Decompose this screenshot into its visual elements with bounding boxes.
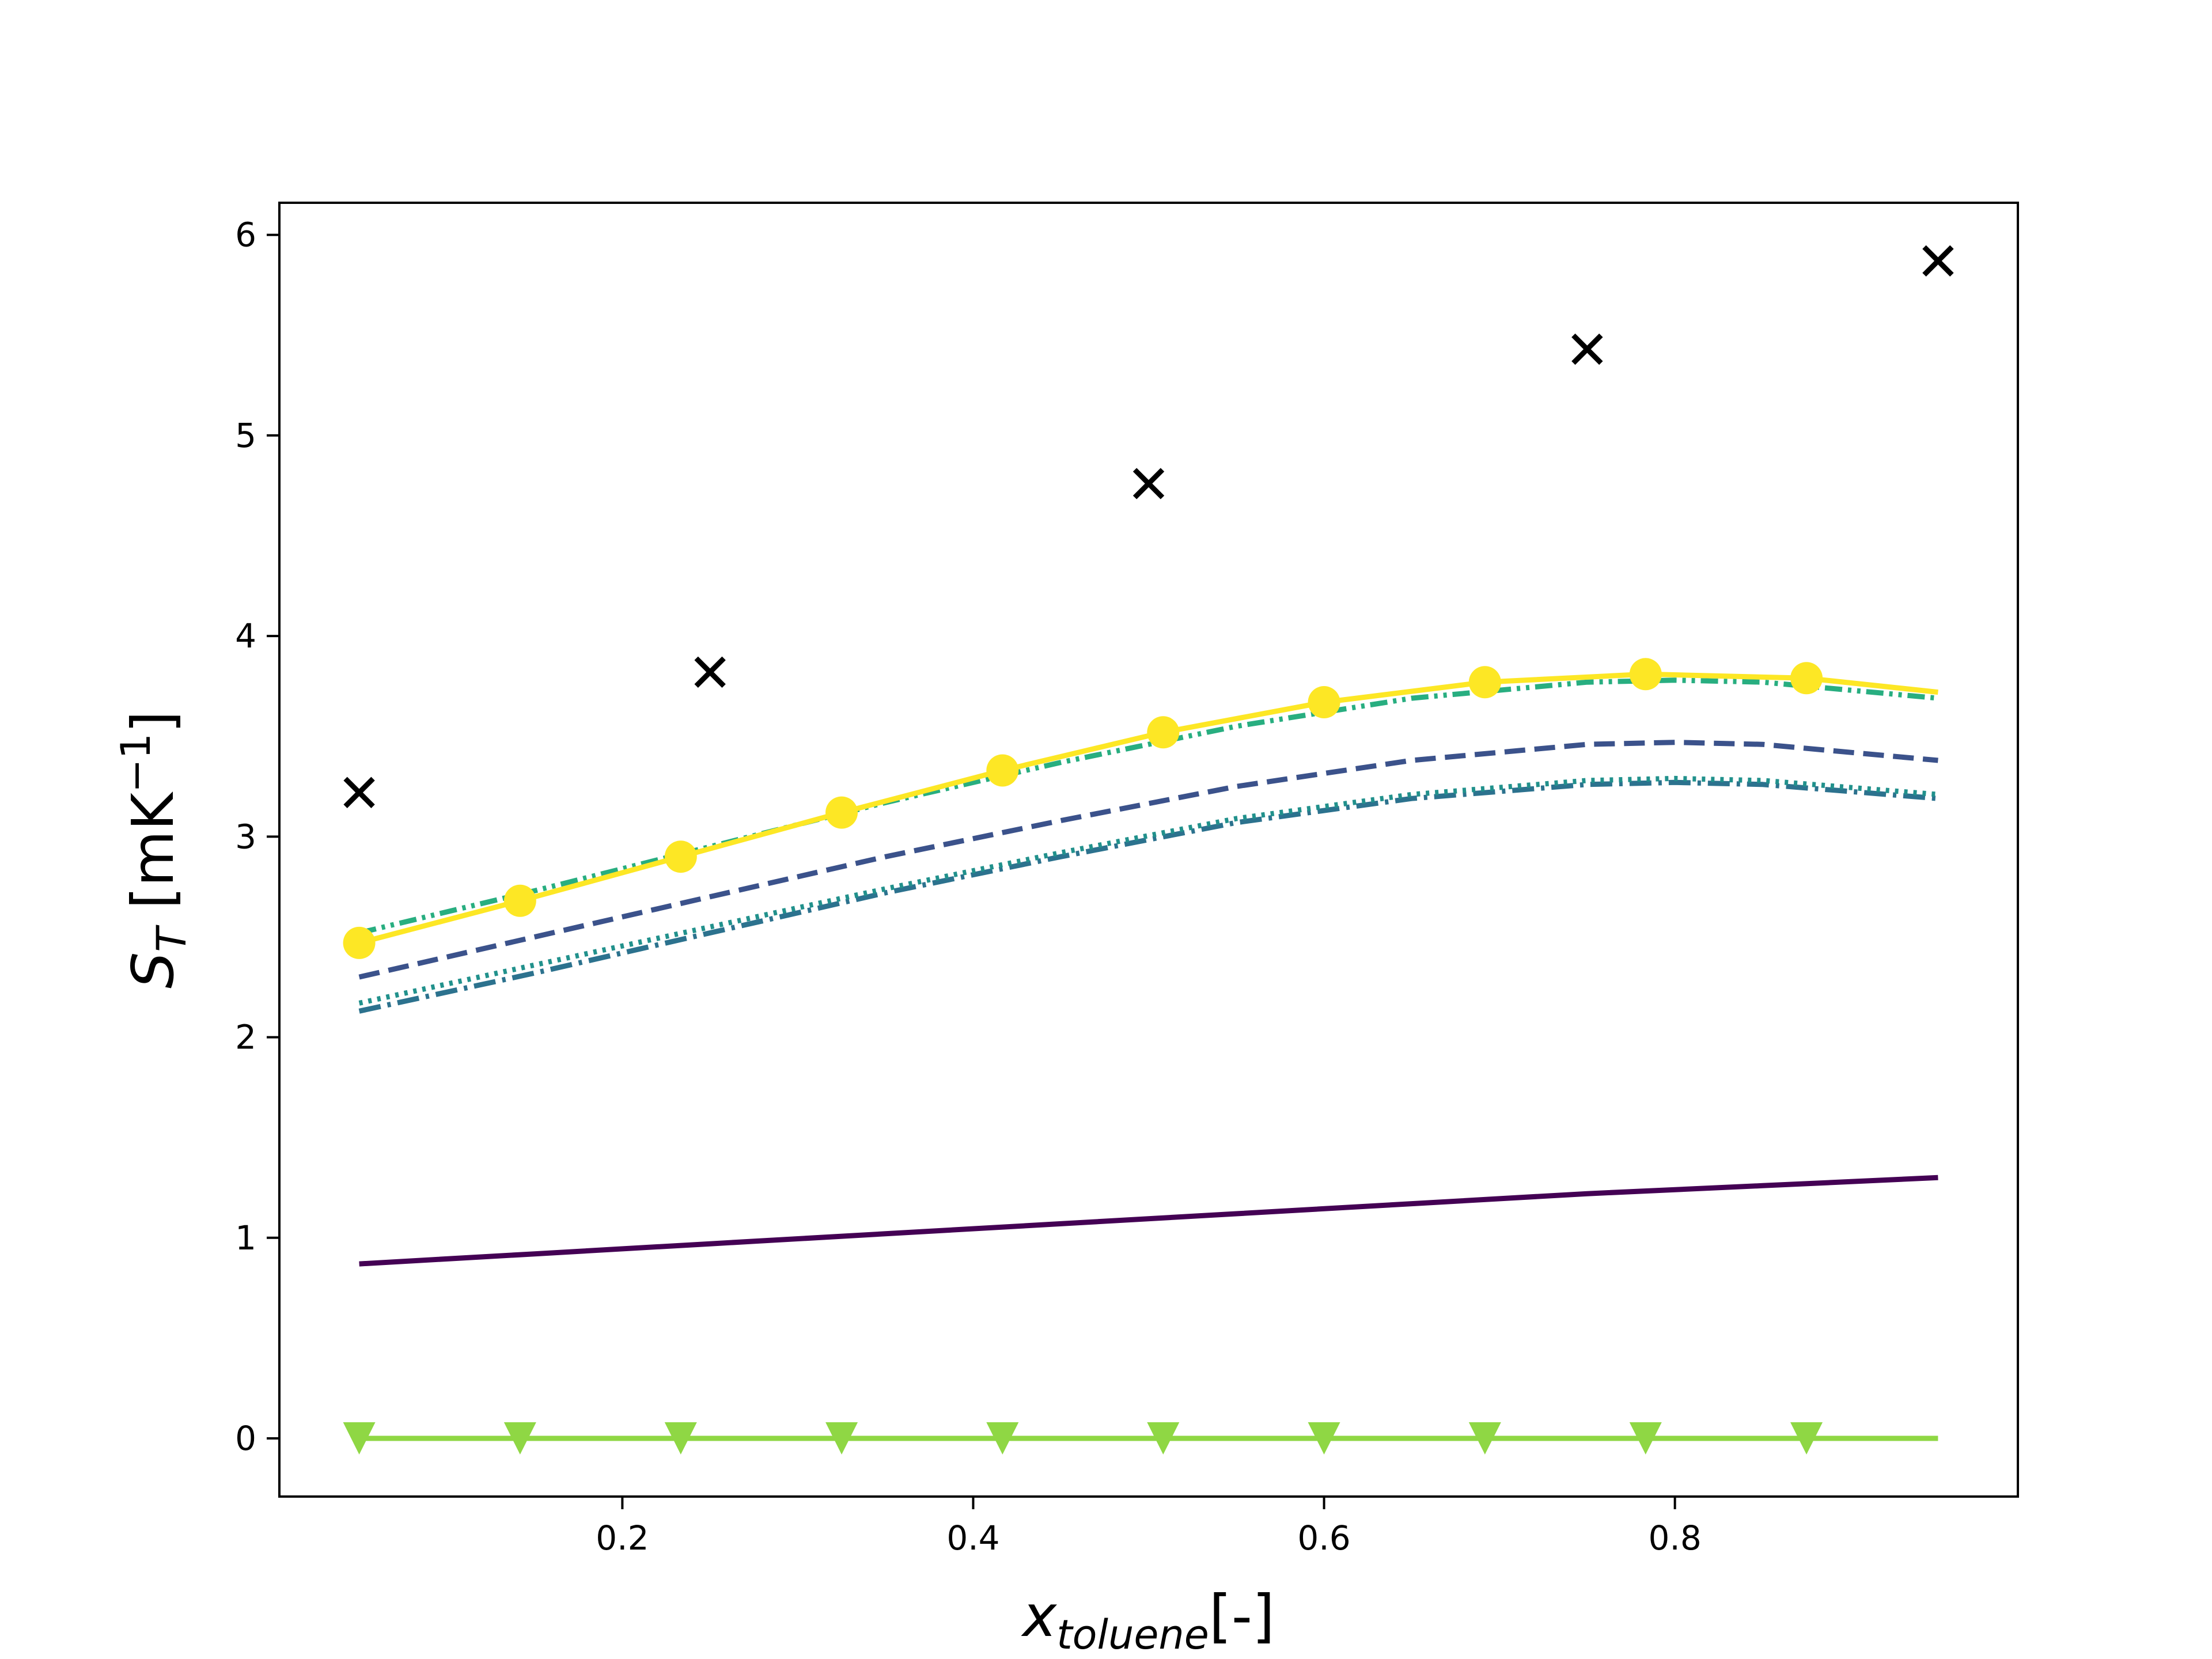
series-7-marker: [1468, 666, 1501, 699]
series-7-marker: [1790, 662, 1823, 695]
scatter-x-marker: [343, 777, 375, 808]
x-axis-label-sub: toluene: [1056, 1611, 1209, 1658]
series-6-marker: [1790, 1422, 1823, 1455]
y-tick-label: 1: [235, 1218, 256, 1257]
x-axis-label-main: x: [1021, 1582, 1058, 1650]
scatter-x-marker: [694, 656, 726, 688]
series-7-marker: [343, 926, 376, 959]
series-7-marker: [1629, 658, 1662, 691]
y-axis-label-unit-pre: [mK: [119, 791, 187, 927]
plot-area: [343, 245, 1954, 1455]
series-6-marker: [1629, 1422, 1662, 1455]
x-axis-label: xtoluene[-]: [1021, 1582, 1275, 1658]
y-axis-label: ST [mK−1]: [112, 711, 195, 988]
scatter-x-marker: [1922, 245, 1954, 277]
series-6-marker: [343, 1422, 376, 1455]
series-7-marker: [1147, 716, 1180, 749]
series-4-line: [358, 775, 1938, 1006]
series-7-marker: [1308, 686, 1340, 719]
series-7-marker: [825, 796, 858, 829]
x-tick-label: 0.6: [1297, 1518, 1350, 1558]
x-tick-label: 0.4: [946, 1518, 999, 1558]
series-6-marker: [825, 1422, 858, 1455]
y-tick-label: 3: [235, 817, 256, 856]
y-tick-label: 4: [235, 616, 256, 656]
x-tick-label: 0.2: [596, 1518, 649, 1558]
series-6-marker: [1147, 1422, 1180, 1455]
y-axis-label-unit-post: ]: [119, 711, 187, 733]
x-tick-label: 0.8: [1648, 1518, 1701, 1558]
x-axis-ticks: 0.2 0.4 0.6 0.8: [596, 1497, 1702, 1558]
y-tick-label: 5: [235, 416, 256, 455]
series-6-marker: [1308, 1422, 1340, 1455]
y-axis-ticks: 0 1 2 3 4 5 6: [235, 215, 279, 1458]
scatter-x-marker: [1132, 468, 1165, 499]
series-7-marker: [664, 840, 697, 873]
y-tick-label: 6: [235, 215, 256, 255]
y-axis-label-main: S: [119, 952, 187, 988]
series-6-marker: [1468, 1422, 1501, 1455]
y-tick-label: 0: [235, 1419, 256, 1458]
y-tick-label: 2: [235, 1018, 256, 1057]
plot-frame: [278, 202, 2019, 1498]
series-6-marker: [986, 1422, 1019, 1455]
series-6-marker: [664, 1422, 697, 1455]
scatter-x-marker: [1571, 334, 1603, 365]
series-2-line: [358, 740, 1938, 980]
series-6-marker: [503, 1422, 536, 1455]
y-axis-label-sub: T: [148, 925, 195, 952]
x-axis-label-unit: [-]: [1209, 1582, 1275, 1650]
series-1-line: [359, 1175, 1938, 1267]
series-7-marker: [986, 754, 1019, 787]
y-axis-label-unit-sup: −1: [112, 733, 160, 793]
series-5-line: [358, 677, 1938, 935]
series-7-marker: [503, 884, 536, 917]
